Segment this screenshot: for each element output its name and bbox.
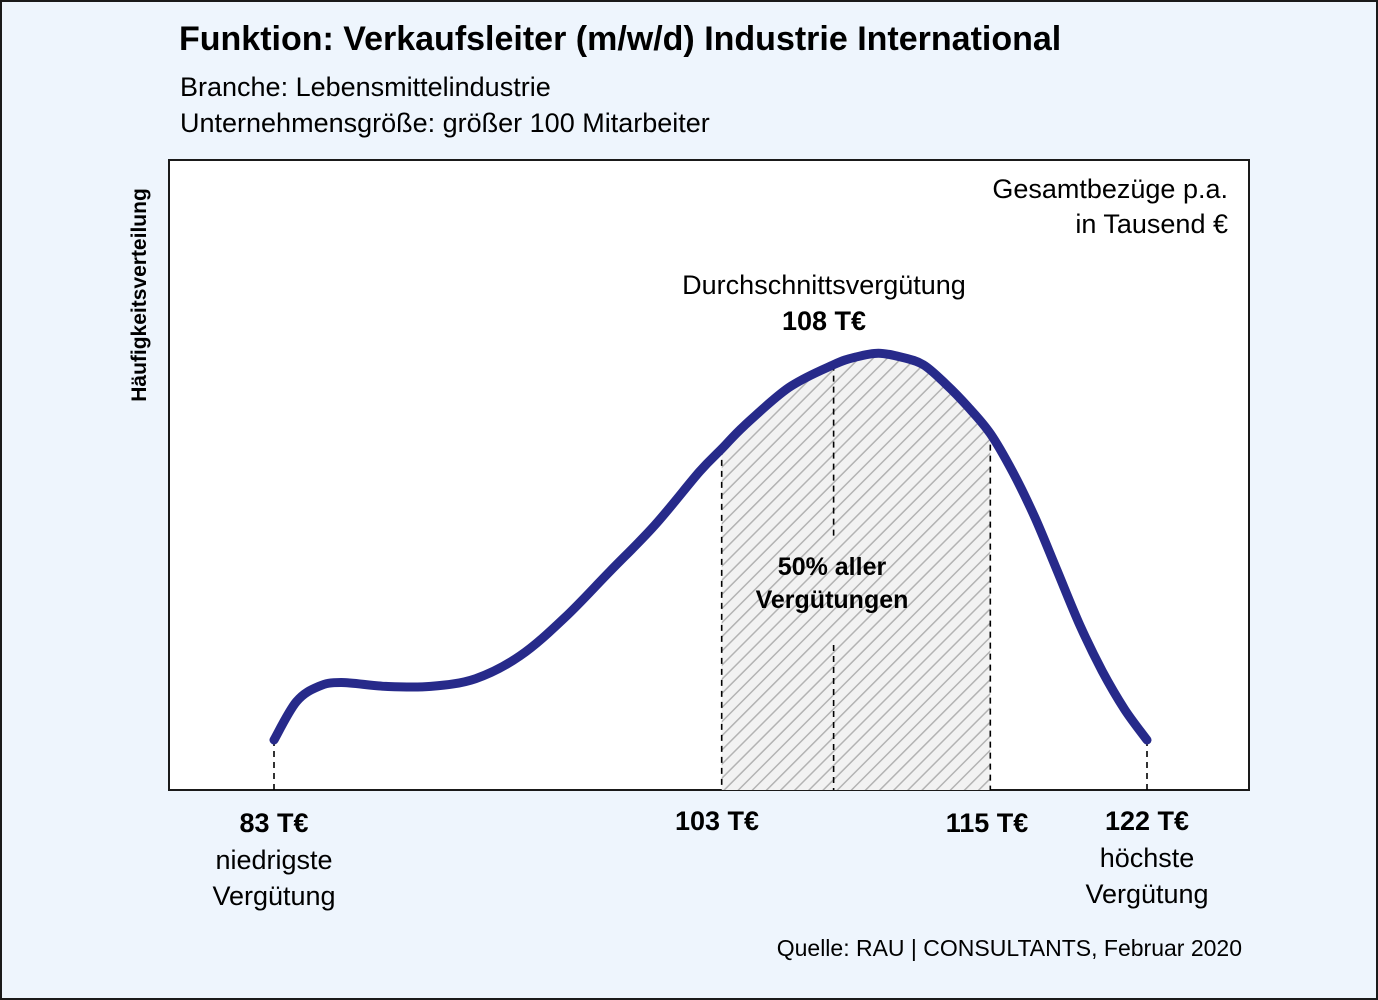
y-axis-label: Häufigkeitsverteilung	[128, 188, 151, 402]
x-tick-label-122: 122 T€	[1104, 806, 1190, 836]
distribution-curve	[269, 348, 1152, 745]
middle-50-label-line-1: 50% aller	[777, 553, 887, 581]
x-marker-desc-min-1: niedrigste	[215, 845, 333, 875]
units-label-line-1: Gesamtbezüge p.a.	[992, 174, 1228, 204]
x-tick-label-103: 103 T€	[674, 806, 760, 836]
x-marker-desc-max-1: höchste	[1099, 843, 1195, 873]
x-marker-desc-max-2: Vergütung	[1085, 879, 1209, 909]
middle-50-area	[721, 353, 991, 790]
subtitle-company-size: Unternehmensgröße: größer 100 Mitarbeite…	[180, 108, 710, 138]
x-tick-label-83: 83 T€	[239, 808, 309, 838]
x-tick-label-115: 115 T€	[945, 808, 1029, 838]
x-marker-desc-min-2: Vergütung	[212, 881, 336, 911]
source-note: Quelle: RAU | CONSULTANTS, Februar 2020	[776, 935, 1242, 961]
subtitle-branche: Branche: Lebensmittelindustrie	[180, 72, 551, 102]
average-value-label: 108 T€	[781, 306, 867, 336]
average-label: Durchschnittsvergütung	[682, 270, 966, 300]
middle-50-label-line-2: Vergütungen	[755, 586, 909, 614]
chart-title: Funktion: Verkaufsleiter (m/w/d) Industr…	[179, 20, 1062, 58]
plot-area	[168, 159, 1250, 791]
units-label-line-2: in Tausend €	[1075, 209, 1228, 239]
